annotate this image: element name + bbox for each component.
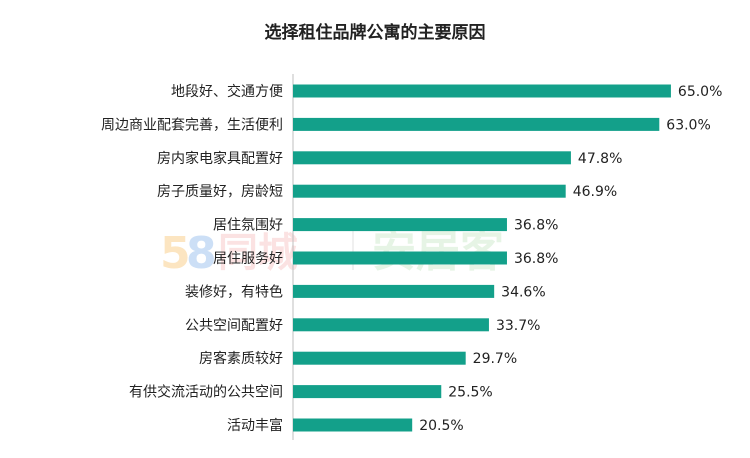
bar [293, 117, 660, 131]
bar [293, 385, 442, 399]
category-label: 地段好、交通方便 [171, 83, 283, 100]
bar [293, 184, 566, 198]
category-label: 房客素质较好 [199, 350, 283, 367]
bar [293, 318, 489, 332]
value-label: 33.7% [496, 318, 540, 334]
value-label: 47.8% [578, 151, 622, 167]
watermark-digit-eight: 8 [186, 228, 217, 279]
category-label: 居住氛围好 [213, 218, 283, 234]
value-label: 34.6% [501, 284, 545, 300]
value-label: 25.5% [448, 385, 492, 401]
bar [293, 418, 413, 432]
bar [293, 218, 507, 232]
watermark-divider [352, 226, 354, 270]
category-label: 装修好，有特色 [185, 283, 283, 300]
value-label: 36.8% [514, 251, 558, 267]
category-label: 周边商业配套完善，生活便利 [101, 117, 283, 133]
category-label: 居住服务好 [213, 251, 283, 267]
bar [293, 251, 507, 265]
bar [293, 84, 671, 98]
value-label: 20.5% [419, 418, 463, 434]
category-label: 房内家电家具配置好 [157, 150, 283, 167]
chart-title: 选择租住品牌公寓的主要原因 [264, 23, 486, 43]
bar-series: 地段好、交通方便 65.0% 周边商业配套完善，生活便利 63.0% 房内家电家具配置好… [101, 83, 722, 434]
value-label: 46.9% [573, 184, 617, 200]
value-label: 29.7% [473, 351, 517, 367]
value-label: 36.8% [514, 218, 558, 234]
bar [293, 351, 466, 365]
category-label: 公共空间配置好 [185, 318, 283, 334]
value-label: 63.0% [666, 117, 710, 133]
category-label: 有供交流活动的公共空间 [129, 384, 283, 401]
watermark-brand-a: 同城 [218, 230, 298, 276]
category-label: 房子质量好，房龄短 [157, 184, 283, 200]
bar [293, 151, 571, 165]
category-label: 活动丰富 [227, 417, 283, 434]
bar [293, 284, 495, 298]
watermark-digit-five: 5 [160, 228, 191, 279]
value-label: 65.0% [678, 84, 722, 100]
